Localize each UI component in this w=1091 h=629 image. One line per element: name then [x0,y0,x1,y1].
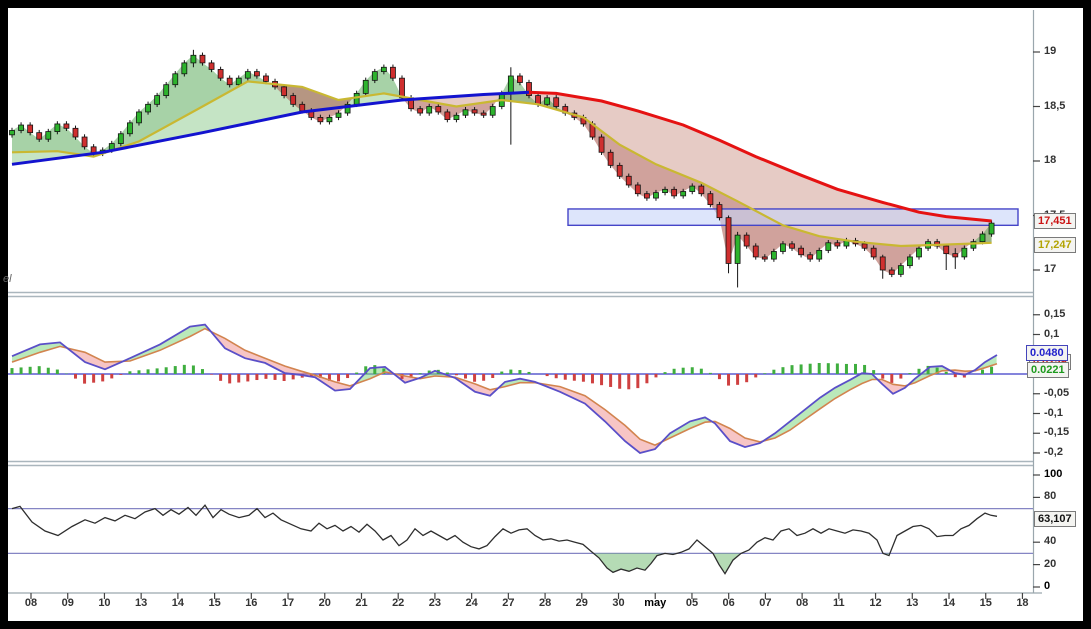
price-label-short-ma: 17,247 [1034,237,1076,253]
price-label-long-ma: 17,451 [1034,213,1076,229]
macd-histogram-value-label: 0.0221 [1027,362,1069,378]
macd-value-label: 0.0480 [1026,345,1068,361]
watermark-text: el [3,273,12,285]
oscillator-value-label: 63,107 [1034,511,1076,527]
